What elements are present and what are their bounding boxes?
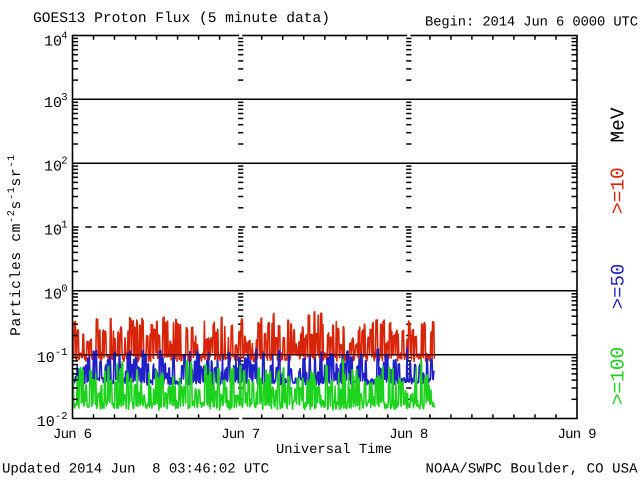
svg-text:GOES13 Proton Flux (5 minute d: GOES13 Proton Flux (5 minute data): [33, 11, 330, 27]
svg-text:Particles cm-2s-1sr-1: Particles cm-2s-1sr-1: [7, 154, 25, 336]
svg-text:10: 10: [44, 223, 62, 240]
svg-text:MeV: MeV: [608, 107, 630, 142]
svg-text:-2: -2: [55, 411, 68, 423]
svg-text:Begin: 2014 Jun 6 0000 UTC: Begin: 2014 Jun 6 0000 UTC: [425, 16, 638, 31]
svg-text:>=10: >=10: [608, 167, 630, 214]
svg-text:NOAA/SWPC Boulder, CO USA: NOAA/SWPC Boulder, CO USA: [426, 462, 639, 478]
svg-text:>=50: >=50: [608, 264, 630, 310]
svg-text:>=100: >=100: [608, 347, 630, 406]
svg-text:Jun 6: Jun 6: [53, 427, 92, 443]
svg-text:1: 1: [61, 220, 67, 232]
svg-text:Universal Time: Universal Time: [276, 443, 392, 458]
svg-text:3: 3: [61, 92, 67, 104]
svg-text:Jun 8: Jun 8: [389, 427, 428, 443]
svg-text:10: 10: [37, 414, 55, 431]
svg-text:2: 2: [61, 156, 67, 168]
svg-text:10: 10: [44, 286, 62, 303]
svg-text:-1: -1: [55, 347, 68, 359]
svg-text:Jun 7: Jun 7: [221, 427, 260, 443]
svg-text:4: 4: [61, 31, 67, 43]
svg-text:0: 0: [61, 283, 67, 295]
svg-text:10: 10: [37, 350, 55, 367]
svg-text:Jun 9: Jun 9: [558, 427, 597, 443]
svg-text:10: 10: [44, 95, 62, 112]
svg-text:10: 10: [44, 159, 62, 176]
svg-text:10: 10: [44, 34, 62, 51]
svg-text:Updated 2014 Jun 8 03:46:02 U: Updated 2014 Jun 8 03:46:02 UTC: [2, 462, 269, 478]
